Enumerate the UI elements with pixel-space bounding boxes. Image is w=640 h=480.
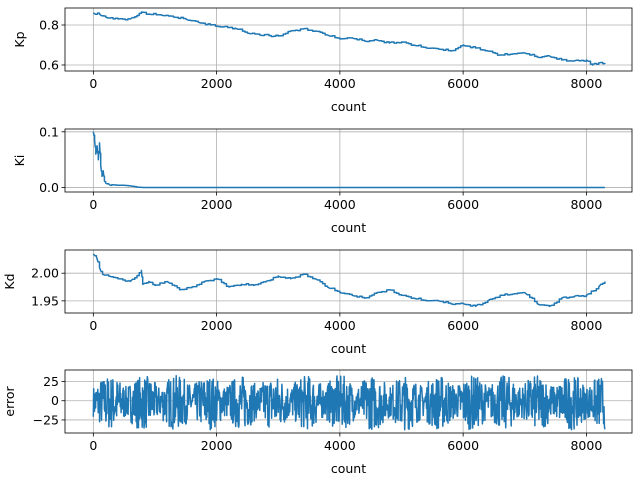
series-kp [92, 11, 606, 66]
x-tick-label: 8000 [570, 76, 602, 91]
x-tick-label: 8000 [570, 438, 602, 453]
x-axis-label-ki: count [331, 220, 366, 235]
x-tick-label: 6000 [447, 197, 479, 212]
x-tick-label: 4000 [324, 438, 356, 453]
subplot-kd: 0 2000 4000 6000 8000 1.95 2.00 count Kd [2, 249, 633, 356]
x-tick-label: 2000 [201, 197, 233, 212]
series-line [92, 11, 606, 66]
y-tick-label: 0.6 [39, 58, 59, 73]
plot-area-ki [65, 129, 632, 192]
plot-area-kp [65, 8, 632, 71]
x-tick-label: 6000 [447, 318, 479, 333]
x-tick-label: 8000 [570, 197, 602, 212]
x-tick-label: 4000 [324, 197, 356, 212]
x-axis-label-error: count [331, 461, 366, 476]
y-tick-label: 1.95 [31, 293, 59, 308]
x-tick-label: 2000 [201, 318, 233, 333]
y-axis-label-ki: Ki [12, 155, 27, 167]
ticks-kp: 0 2000 4000 6000 8000 0.6 0.8 [39, 18, 602, 92]
axes-frame-ki [64, 128, 633, 193]
x-tick-label: 6000 [447, 438, 479, 453]
x-tick-label: 0 [89, 438, 97, 453]
y-axis-label-error: error [2, 386, 17, 417]
x-tick-label: 2000 [201, 438, 233, 453]
y-tick-label: 2.00 [31, 266, 59, 281]
x-tick-label: 6000 [447, 76, 479, 91]
y-tick-label: 0.0 [39, 180, 59, 195]
series-kd [92, 253, 606, 308]
x-tick-label: 8000 [570, 318, 602, 333]
y-axis-label-kd: Kd [2, 273, 17, 289]
x-axis-label-kp: count [331, 99, 366, 114]
y-tick-label: 0.8 [39, 18, 59, 33]
series-line [92, 131, 605, 189]
y-tick-label: 0 [51, 393, 59, 408]
y-tick-label: 25 [43, 374, 59, 389]
x-tick-label: 4000 [324, 318, 356, 333]
x-tick-label: 2000 [201, 76, 233, 91]
subplot-kp: 0 2000 4000 6000 8000 0.6 0.8 count Kp [12, 7, 633, 114]
y-tick-label: 0.1 [39, 124, 59, 139]
series-line [92, 374, 606, 431]
ticks-error: 0 2000 4000 6000 8000 −25 0 25 [33, 374, 603, 453]
grid-kp [65, 8, 632, 71]
subplot-error: 0 2000 4000 6000 8000 −25 0 25 count error [2, 369, 633, 476]
x-axis-label-kd: count [331, 341, 366, 356]
x-tick-label: 0 [89, 318, 97, 333]
x-tick-label: 4000 [324, 76, 356, 91]
ticks-ki: 0 2000 4000 6000 8000 0.0 0.1 [39, 124, 602, 212]
series-ki [92, 131, 605, 189]
axes-frame-kp [64, 7, 633, 72]
y-axis-label-kp: Kp [12, 31, 27, 47]
y-tick-label: −25 [33, 412, 59, 427]
ticks-kd: 0 2000 4000 6000 8000 1.95 2.00 [31, 266, 602, 333]
x-tick-label: 0 [89, 76, 97, 91]
x-tick-label: 0 [89, 197, 97, 212]
axes-frame-kd [64, 249, 633, 314]
series-line [92, 253, 606, 308]
series-error [92, 374, 606, 431]
axes-frame-error [64, 369, 633, 434]
subplot-ki: 0 2000 4000 6000 8000 0.0 0.1 count Ki [12, 124, 633, 235]
